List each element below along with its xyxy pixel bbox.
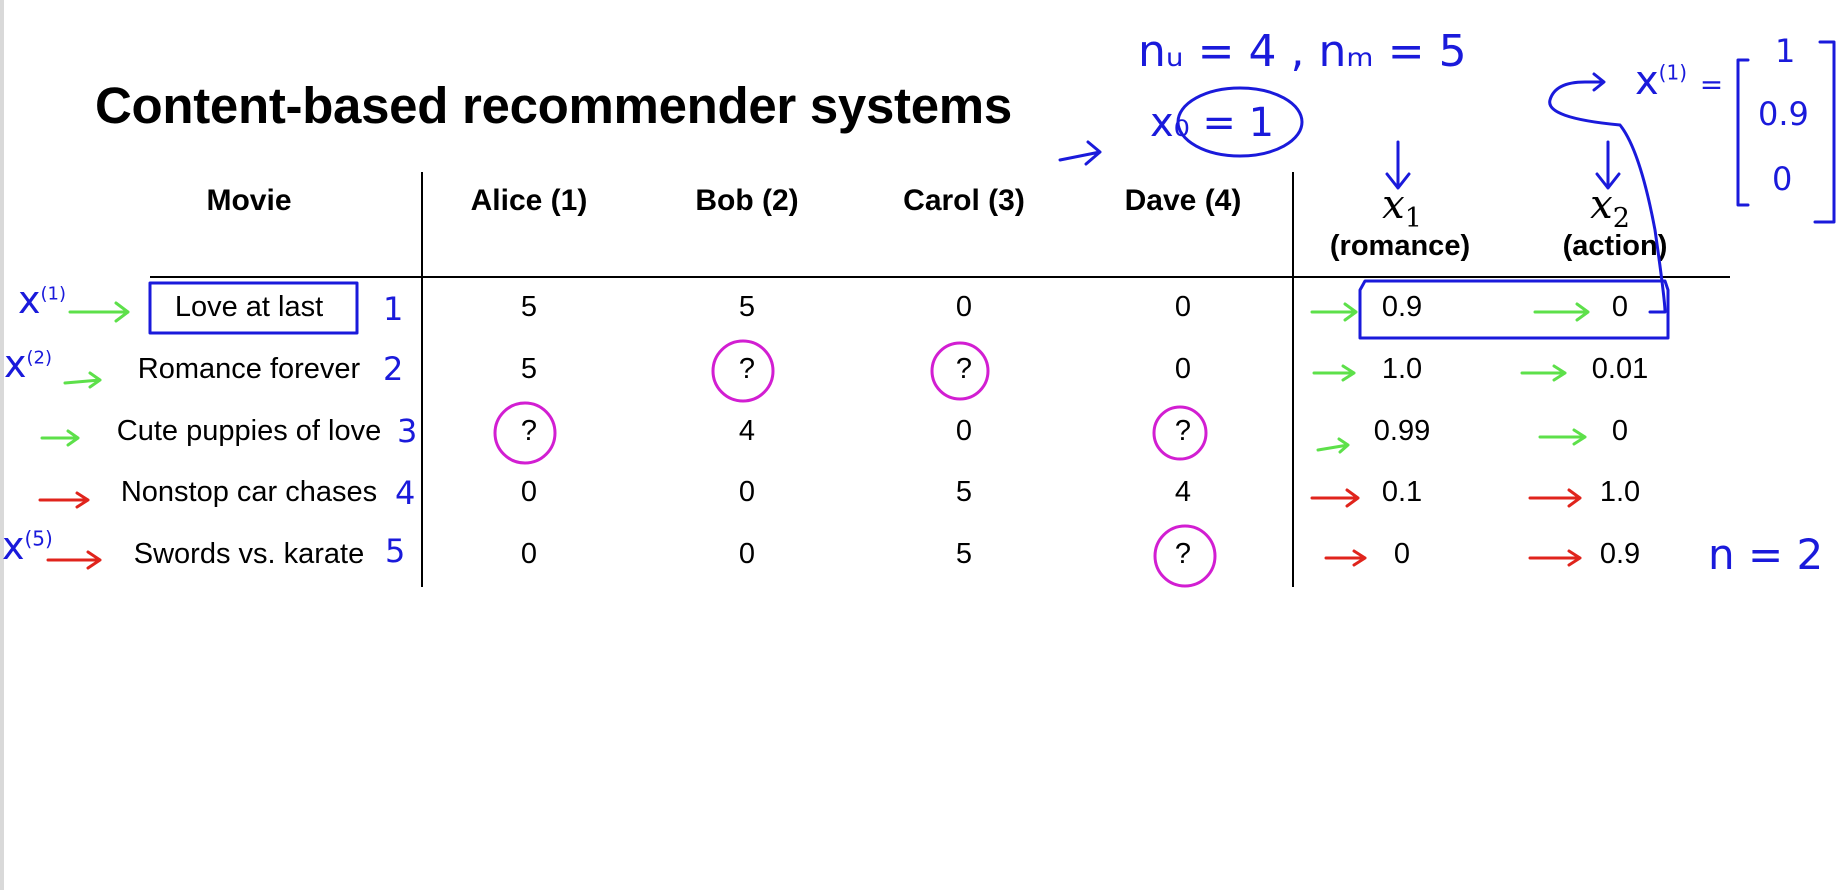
x2-down-arrow bbox=[1595, 140, 1621, 190]
romance-arrow bbox=[40, 429, 80, 447]
rating-cell: 5 bbox=[955, 476, 973, 508]
feature-cell: 0 bbox=[1611, 415, 1629, 447]
annotation-row-number: 2 bbox=[383, 350, 404, 388]
vector-entry: 0 bbox=[1772, 160, 1793, 198]
x1-highlight-box bbox=[1358, 279, 1670, 340]
feature-cell: 0.1 bbox=[1381, 476, 1423, 508]
rating-cell: 5 bbox=[520, 291, 538, 323]
annotation-x1-vector-label: x(1) = bbox=[1635, 58, 1724, 104]
unknown-rating-circle bbox=[493, 401, 557, 465]
table-divider-left bbox=[421, 172, 423, 587]
unknown-rating-circle bbox=[711, 339, 775, 403]
feature-cell: 0.01 bbox=[1591, 353, 1649, 385]
movie-name: Romance forever bbox=[137, 353, 361, 385]
annotation-user-movie-counts: nᵤ = 4 , nₘ = 5 bbox=[1138, 26, 1467, 77]
annotation-row-number: 4 bbox=[395, 474, 416, 512]
rating-cell: 0 bbox=[520, 538, 538, 570]
action-arrow bbox=[38, 491, 90, 509]
romance-arrow bbox=[1316, 437, 1350, 454]
movie-name: Nonstop car chases bbox=[120, 476, 378, 508]
vector-entry: 0.9 bbox=[1758, 95, 1809, 133]
movie-name: Swords vs. karate bbox=[133, 538, 365, 570]
action-arrow bbox=[1528, 549, 1582, 567]
rating-cell: 5 bbox=[520, 353, 538, 385]
feature-cell: 1.0 bbox=[1599, 476, 1641, 508]
rating-cell: 5 bbox=[738, 291, 756, 323]
rating-cell: 4 bbox=[738, 415, 756, 447]
annotation-x0-bias: x₀ = 1 bbox=[1150, 100, 1275, 146]
vector-right-bracket bbox=[1813, 40, 1836, 224]
annotation-row-label-x5: x(5) bbox=[2, 524, 53, 568]
love-at-last-box bbox=[148, 281, 359, 335]
rating-cell: 0 bbox=[955, 291, 973, 323]
vector-entry: 1 bbox=[1775, 32, 1796, 70]
rating-cell-unknown: ? bbox=[1174, 538, 1192, 570]
table-header-rule bbox=[150, 276, 1730, 278]
feature-cell: 0.99 bbox=[1373, 415, 1431, 447]
rating-cell: 0 bbox=[1174, 353, 1192, 385]
feature-cell: 0 bbox=[1393, 538, 1411, 570]
slide-title: Content-based recommender systems bbox=[95, 77, 1012, 134]
rating-cell: 0 bbox=[955, 415, 973, 447]
header-movie: Movie bbox=[206, 184, 292, 217]
rating-cell: 4 bbox=[1174, 476, 1192, 508]
x1-bracket-connector bbox=[1548, 80, 1667, 314]
x1-down-arrow bbox=[1385, 140, 1411, 190]
romance-arrow bbox=[1310, 302, 1358, 322]
annotation-feature-count: n = 2 bbox=[1708, 530, 1824, 579]
annotation-row-number: 3 bbox=[397, 412, 418, 450]
annotation-row-number: 5 bbox=[385, 532, 406, 570]
rating-cell: 0 bbox=[520, 476, 538, 508]
table-divider-right bbox=[1292, 172, 1294, 587]
rating-cell: 0 bbox=[738, 476, 756, 508]
action-arrow bbox=[1324, 549, 1367, 567]
rating-cell: 0 bbox=[738, 538, 756, 570]
annotation-row-number: 1 bbox=[383, 290, 404, 328]
annotation-row-label-x1: x(1) bbox=[18, 278, 66, 322]
unknown-rating-circle bbox=[1153, 524, 1217, 588]
romance-arrow bbox=[63, 371, 102, 389]
action-arrow bbox=[46, 550, 102, 570]
rating-cell-unknown: ? bbox=[1174, 415, 1192, 447]
feature-cell: 0.9 bbox=[1599, 538, 1641, 570]
x0-circle bbox=[1176, 86, 1304, 158]
rating-cell: 0 bbox=[1174, 291, 1192, 323]
action-arrow bbox=[1528, 488, 1582, 508]
header-feature-x2: x2 bbox=[1590, 182, 1630, 234]
movie-name: Cute puppies of love bbox=[116, 415, 382, 447]
header-user-alice: Alice (1) bbox=[470, 184, 588, 217]
unknown-rating-circle bbox=[1152, 405, 1208, 461]
action-arrow bbox=[1310, 488, 1360, 508]
header-feature-x1: x1 bbox=[1382, 182, 1422, 234]
rating-cell-unknown: ? bbox=[955, 353, 973, 385]
header-user-carol: Carol (3) bbox=[903, 184, 1025, 217]
slide-edge bbox=[0, 0, 4, 890]
header-feature-action: (action) bbox=[1562, 230, 1668, 262]
vector-left-bracket bbox=[1736, 58, 1750, 207]
romance-arrow bbox=[68, 301, 130, 323]
rating-cell: 5 bbox=[955, 538, 973, 570]
romance-arrow bbox=[1312, 364, 1356, 382]
header-user-bob: Bob (2) bbox=[695, 184, 799, 217]
movie-name: Love at last bbox=[174, 291, 324, 323]
x1-arrowhead bbox=[1592, 72, 1606, 92]
unknown-rating-circle bbox=[930, 341, 990, 401]
feature-cell: 0 bbox=[1611, 291, 1629, 323]
rating-cell-unknown: ? bbox=[738, 353, 756, 385]
header-user-dave: Dave (4) bbox=[1124, 184, 1242, 217]
romance-arrow bbox=[1533, 302, 1590, 322]
romance-arrow bbox=[1538, 428, 1587, 446]
feature-cell: 0.9 bbox=[1381, 291, 1423, 323]
romance-arrow bbox=[1520, 364, 1567, 382]
feature-cell: 1.0 bbox=[1381, 353, 1423, 385]
annotation-row-label-x2: x(2) bbox=[4, 342, 52, 386]
rating-cell-unknown: ? bbox=[520, 415, 538, 447]
x0-arrow bbox=[1058, 140, 1102, 166]
header-feature-romance: (romance) bbox=[1329, 230, 1471, 262]
